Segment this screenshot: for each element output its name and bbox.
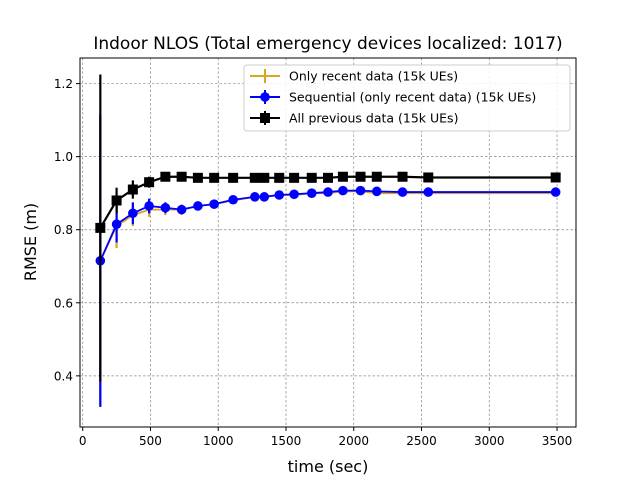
x-axis: 0 500 1000 1500 2000 2500 3000 3500	[79, 427, 572, 448]
data-point	[260, 113, 270, 123]
chart-title: Indoor NLOS (Total emergency devices loc…	[93, 34, 562, 54]
y-axis: 0.4 0.6 0.8 1.0 1.2	[54, 77, 80, 383]
x-tick-label: 2000	[338, 434, 369, 448]
data-point	[306, 172, 317, 183]
data-point	[550, 187, 561, 197]
data-point	[306, 188, 317, 198]
data-point	[209, 199, 219, 209]
data-point	[550, 172, 561, 183]
grid	[80, 58, 576, 427]
data-point	[259, 192, 270, 202]
data-point	[128, 208, 138, 219]
data-point	[160, 171, 171, 182]
data-point	[355, 185, 366, 196]
data-point	[249, 172, 260, 183]
data-point	[111, 219, 122, 230]
data-point	[228, 194, 238, 205]
data-point	[228, 172, 239, 183]
series-3	[95, 74, 561, 382]
data-point	[250, 192, 260, 202]
data-point	[193, 201, 203, 211]
legend-item: Only recent data (15k UEs)	[250, 69, 458, 84]
x-tick-label: 0	[79, 434, 87, 448]
data-point	[260, 92, 270, 102]
x-tick-label: 1000	[203, 434, 234, 448]
data-point	[176, 204, 187, 215]
legend-label: Sequential (only recent data) (15k UEs)	[289, 90, 536, 105]
data-point	[160, 202, 171, 213]
data-point	[355, 171, 366, 182]
x-tick-label: 1500	[271, 434, 302, 448]
x-tick-label: 500	[139, 434, 162, 448]
data-point	[397, 171, 408, 182]
y-tick-label: 0.4	[54, 369, 73, 383]
data-point	[127, 184, 138, 195]
y-tick-label: 1.0	[54, 150, 73, 164]
data-point	[371, 186, 382, 197]
y-tick-label: 0.6	[54, 296, 73, 310]
x-tick-label: 3000	[474, 434, 505, 448]
legend-label: All previous data (15k UEs)	[289, 111, 458, 126]
series-layer	[95, 74, 561, 407]
data-point	[423, 172, 434, 183]
plot-frame	[79, 57, 577, 428]
data-point	[423, 187, 434, 197]
data-point	[274, 172, 285, 183]
y-tick-label: 1.2	[54, 77, 73, 91]
data-point	[371, 171, 382, 182]
data-point	[144, 201, 154, 211]
data-point	[95, 222, 106, 233]
legend-box	[243, 64, 571, 132]
data-point	[176, 171, 187, 182]
data-point	[192, 172, 203, 183]
legend-item: All previous data (15k UEs)	[250, 111, 458, 126]
data-point	[274, 190, 285, 200]
legend-label: Only recent data (15k UEs)	[289, 69, 458, 84]
data-point	[323, 187, 333, 197]
data-point	[397, 187, 408, 197]
x-axis-title: time (sec)	[288, 457, 369, 476]
data-point	[323, 172, 333, 183]
data-point	[144, 177, 155, 188]
data-point	[111, 195, 122, 206]
data-point	[209, 172, 220, 183]
legend: Only recent data (15k UEs) Sequential (on…	[243, 64, 571, 132]
data-point	[289, 189, 299, 200]
data-point	[338, 185, 348, 196]
y-tick-label: 0.8	[54, 223, 73, 237]
y-axis-title: RMSE (m)	[21, 203, 40, 281]
data-point	[289, 172, 300, 183]
x-tick-label: 2500	[406, 434, 437, 448]
x-tick-label: 3500	[542, 434, 573, 448]
data-point	[337, 171, 348, 182]
data-point	[259, 172, 270, 183]
legend-item: Sequential (only recent data) (15k UEs)	[250, 90, 536, 105]
